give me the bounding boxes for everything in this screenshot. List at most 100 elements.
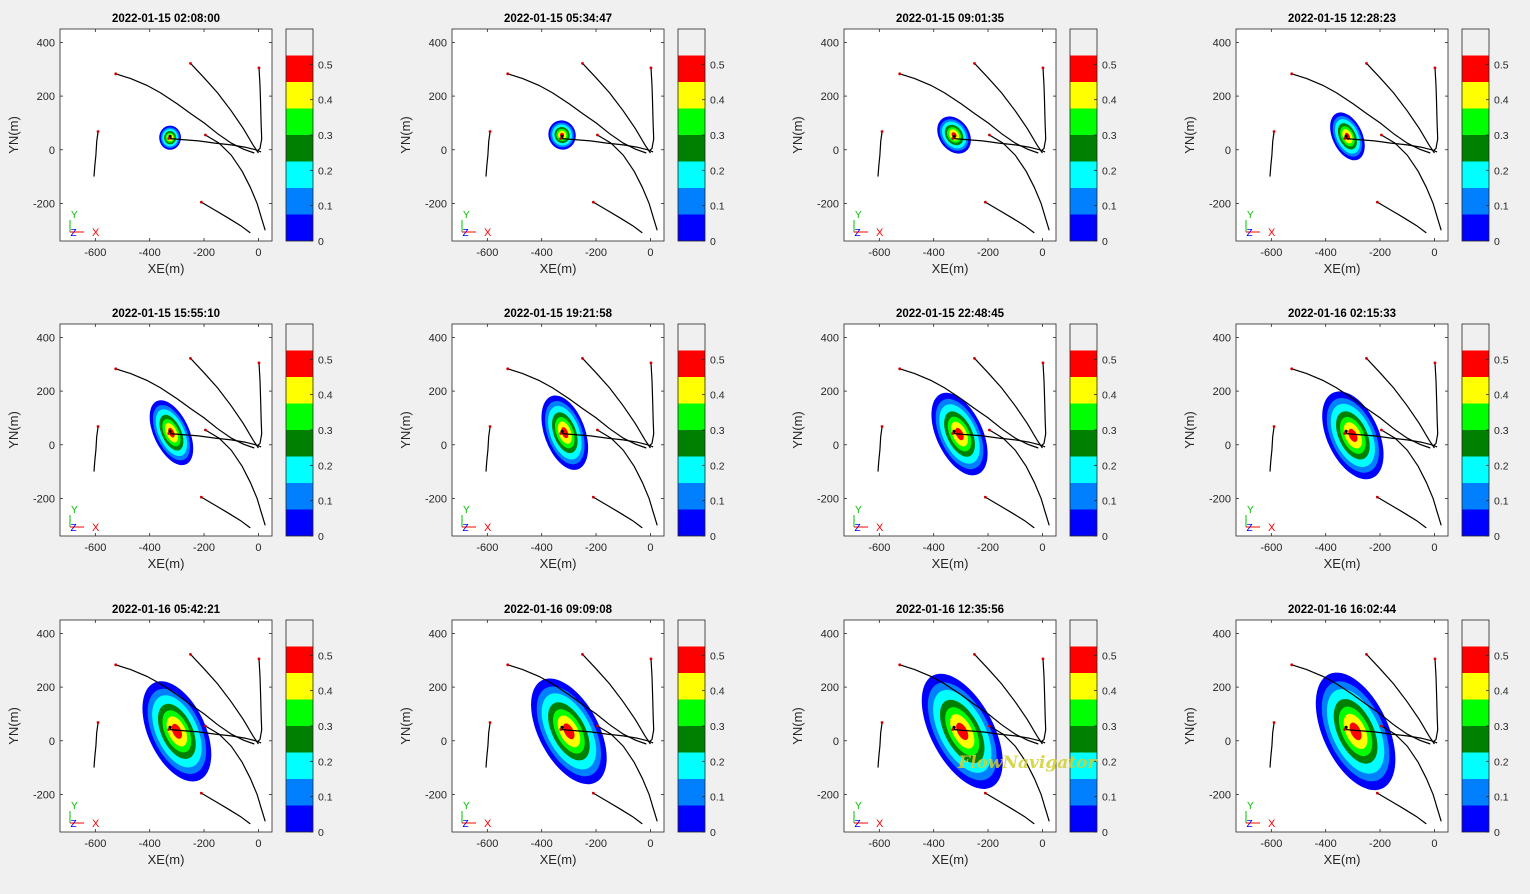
panel-6: 2022-01-15 19:21:58 -600 -400 -200 0 -200 0 200…: [398, 308, 725, 571]
track-start: [591, 495, 595, 499]
colorbar-band: [1070, 108, 1097, 135]
colorbar-band: [1462, 135, 1489, 162]
colorbar-tick-label: 0.2: [710, 460, 725, 472]
y-direction-label: Y: [463, 801, 470, 812]
track-line: [974, 357, 1043, 449]
colorbar-tick-label: 0.3: [710, 425, 725, 437]
x-axis-label: XE(m): [1324, 261, 1361, 276]
axes-box: [59, 619, 273, 833]
panel-title: 2022-01-15 05:34:47: [504, 13, 612, 25]
track-start: [559, 137, 563, 140]
track-start: [1290, 72, 1294, 76]
y-tick-label: -200: [425, 493, 447, 505]
colorbar-band: [1070, 403, 1097, 430]
track-start: [257, 657, 261, 661]
colorbar-band: [1462, 779, 1489, 806]
y-direction-label: Y: [71, 505, 78, 516]
x-direction-label: X: [1268, 522, 1276, 534]
colorbar-band: [286, 377, 313, 404]
y-tick-label: 200: [1213, 682, 1231, 694]
panel-title: 2022-01-16 16:02:44: [1288, 604, 1397, 616]
z-direction-label: Z: [71, 819, 77, 830]
y-tick-label: 400: [37, 332, 55, 344]
track-line: [582, 357, 651, 449]
panel-8: 2022-01-16 02:15:33 -600 -400 -200 0 -200 0 200…: [1182, 308, 1509, 571]
track-start: [1375, 495, 1379, 499]
colorbar-tick-label: 0: [318, 236, 324, 248]
z-direction-label: Z: [1247, 523, 1253, 534]
x-axis-label: XE(m): [1324, 852, 1361, 867]
x-tick-label: -200: [1369, 838, 1391, 850]
track-line: [168, 728, 262, 744]
track-line: [256, 67, 263, 152]
axes-box: [843, 323, 1057, 537]
y-axis-label: YN(m): [6, 707, 21, 745]
y-tick-label: 400: [821, 332, 839, 344]
z-direction-label: Z: [71, 523, 77, 534]
colorbar-tick-label: 0.5: [710, 650, 725, 662]
y-direction-label: Y: [71, 801, 78, 812]
panel-title: 2022-01-16 12:35:56: [896, 604, 1004, 616]
track-start: [96, 130, 100, 133]
x-tick-label: -200: [977, 542, 999, 554]
colorbar-tick-label: 0.4: [1102, 95, 1117, 107]
plume-band: [1349, 722, 1362, 741]
track-line: [1040, 658, 1047, 743]
source-point: [560, 134, 564, 138]
track-line: [190, 357, 259, 449]
colorbar-tick-label: 0.4: [1102, 390, 1117, 402]
track-start: [199, 791, 203, 795]
colorbar-tick-label: 0: [318, 827, 324, 839]
track-start: [591, 791, 595, 795]
track-line: [168, 137, 262, 153]
colorbar-tick-label: 0.2: [318, 165, 333, 177]
colorbar-tick-label: 0: [1102, 236, 1108, 248]
source-point: [952, 134, 956, 138]
track-line: [582, 653, 651, 745]
panel-title: 2022-01-16 09:09:08: [504, 604, 613, 616]
colorbar-tick-label: 0.5: [1494, 354, 1509, 366]
track-line: [93, 426, 99, 472]
track-line: [1381, 429, 1442, 526]
x-axis-label: XE(m): [148, 261, 185, 276]
x-tick-label: -400: [531, 247, 553, 259]
y-tick-label: 0: [1225, 736, 1231, 748]
colorbar-tick-label: 0.4: [318, 95, 333, 107]
track-line: [1376, 201, 1427, 234]
x-axis-label: XE(m): [1324, 556, 1361, 571]
y-tick-label: -200: [33, 493, 55, 505]
axes-box: [451, 323, 665, 537]
colorbar-band: [286, 726, 313, 753]
track-start: [973, 356, 976, 360]
y-tick-label: -200: [1209, 493, 1231, 505]
track-line: [877, 722, 883, 768]
plume: [1322, 391, 1384, 480]
colorbar-tick-label: 0.1: [318, 496, 333, 508]
track-start: [1365, 356, 1368, 360]
axes-box: [843, 619, 1057, 833]
track-line: [1366, 62, 1435, 154]
axes-box: [59, 323, 273, 537]
panel-3: 2022-01-15 09:01:35 -600 -400 -200 0 -200 0 200…: [790, 13, 1117, 276]
colorbar-band: [678, 456, 705, 483]
colorbar-tick-label: 0.1: [318, 792, 333, 804]
track-line: [190, 653, 259, 745]
colorbar-tick-label: 0.2: [710, 756, 725, 768]
plume: [541, 395, 589, 470]
track-start: [880, 425, 884, 428]
track-start: [167, 432, 171, 435]
x-tick-label: 0: [1431, 247, 1437, 259]
track-line: [648, 67, 655, 152]
colorbar-tick-label: 0: [1494, 236, 1500, 248]
source-point: [168, 134, 172, 138]
track-start: [1380, 724, 1383, 728]
colorbar-band: [678, 752, 705, 779]
track-line: [952, 432, 1046, 448]
colorbar-band: [1462, 350, 1489, 377]
track-start: [1041, 66, 1045, 70]
track-line: [1366, 653, 1435, 745]
track-line: [485, 722, 491, 768]
colorbar-tick-label: 0.1: [1102, 496, 1117, 508]
track-start: [951, 728, 955, 731]
x-axis-label: XE(m): [932, 261, 969, 276]
